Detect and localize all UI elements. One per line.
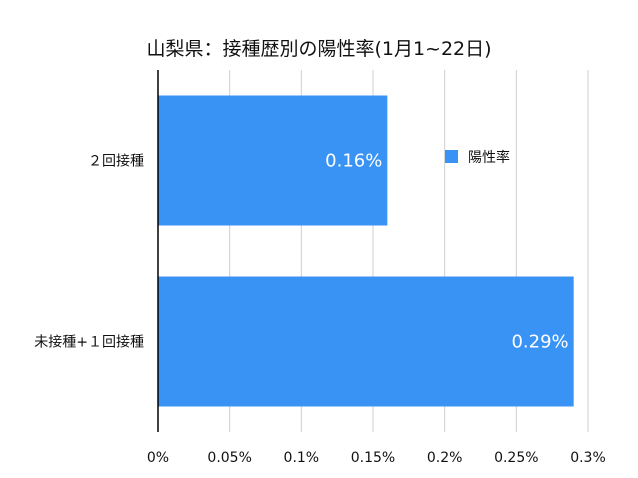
x-tick-label: 0.1% — [284, 450, 320, 466]
legend-label: 陽性率 — [468, 149, 510, 166]
x-tick-label: 0% — [147, 450, 169, 466]
x-tick-labels: 0% 0.05% 0.1% 0.15% 0.2% 0.25% 0.3% — [147, 450, 606, 466]
x-tick-label: 0.3% — [570, 450, 606, 466]
x-tick-label: 0.25% — [494, 450, 538, 466]
data-label: 0.16% — [325, 151, 382, 172]
category-label: 未接種+１回接種 — [34, 334, 144, 351]
bars: 0.16% 0.29% — [158, 95, 574, 407]
legend: 陽性率 — [445, 149, 510, 166]
data-label: 0.29% — [511, 332, 568, 353]
bar — [158, 95, 388, 226]
chart-title: 山梨県：接種歴別の陽性率(1月1~22日) — [146, 38, 492, 60]
bar — [158, 276, 574, 407]
category-label: ２回接種 — [88, 153, 144, 170]
legend-swatch — [445, 150, 458, 163]
x-tick-label: 0.2% — [427, 450, 463, 466]
x-tick-label: 0.15% — [351, 450, 395, 466]
x-tick-label: 0.05% — [207, 450, 251, 466]
